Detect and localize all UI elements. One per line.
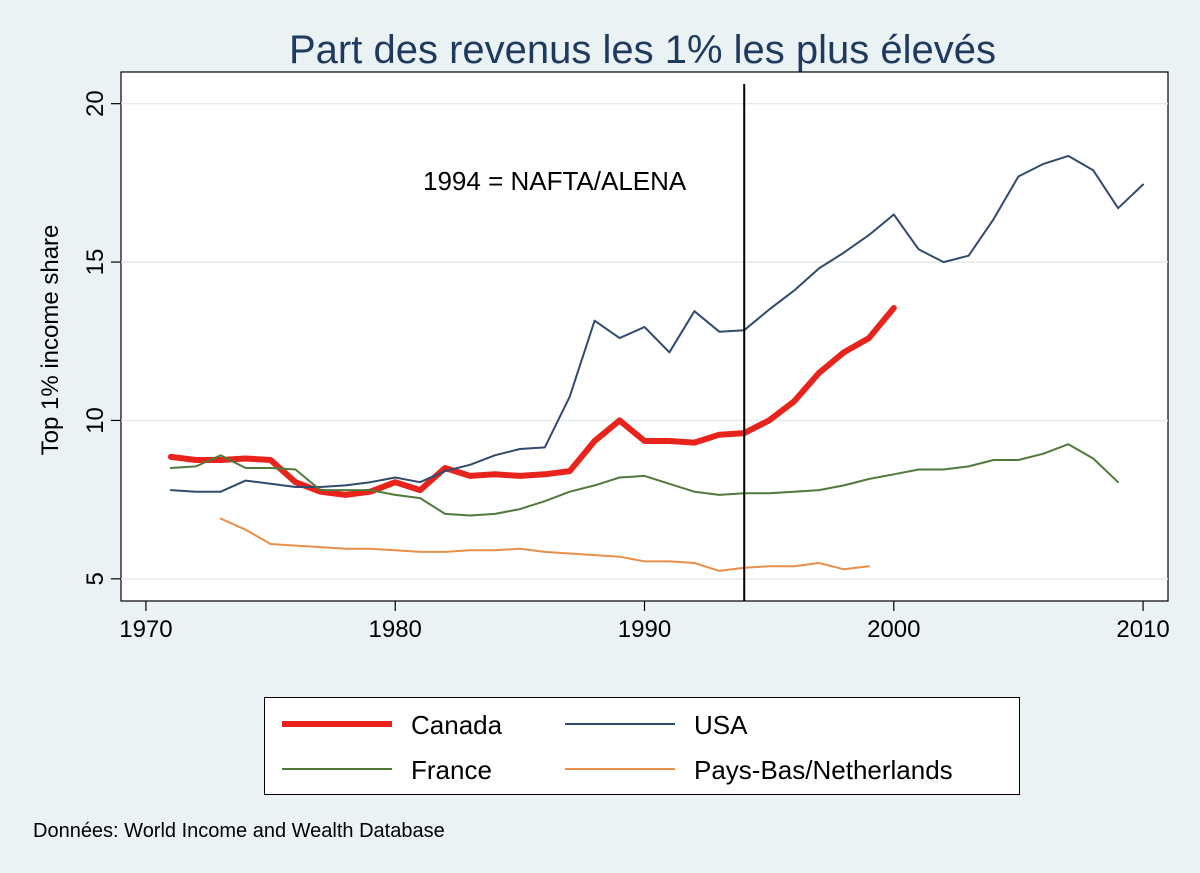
annotation-text: 1994 = NAFTA/ALENA [423,166,687,196]
series-lines [167,154,1145,572]
y-tick-label-5: 5 [82,572,109,585]
series-line-usa [169,154,1145,493]
chart-title: Part des revenus les 1% les plus élevés [288,28,997,72]
legend-label-france: France [411,755,492,785]
y-axis-label: Top 1% income share [37,225,64,456]
x-tick-label-1970: 1970 [119,616,172,643]
source-note: Données: World Income and Wealth Databas… [33,820,445,842]
legend-label-netherlands: Pays-Bas/Netherlands [694,755,953,785]
series-line-canada [167,305,897,498]
grid-lines [121,102,1168,580]
y-tick-label-10: 10 [82,407,109,434]
legend-swatch-netherlands [565,768,675,770]
legend: Canada USA France Pays-Bas/Netherlands [264,697,1020,795]
legend-label-canada: Canada [411,710,503,740]
y-tick-label-15: 15 [82,249,109,276]
axes: 5 10 15 20 1970 1980 1990 2000 2010 [82,90,1170,643]
legend-swatch-canada [282,721,392,727]
x-tick-label-2010: 2010 [1116,616,1169,643]
y-tick-label-20: 20 [82,90,109,117]
legend-swatch-usa [565,723,675,725]
x-tick-label-2000: 2000 [867,616,920,643]
x-tick-label-1990: 1990 [618,616,671,643]
plot-area [120,71,1169,602]
legend-swatch-france [282,768,392,770]
legend-label-usa: USA [694,710,748,740]
series-line-france [169,443,1120,517]
series-line-pays-bas-netherlands [219,517,870,572]
x-tick-label-1980: 1980 [369,616,422,643]
annotation-layer: 1994 = NAFTA/ALENA [423,84,746,601]
